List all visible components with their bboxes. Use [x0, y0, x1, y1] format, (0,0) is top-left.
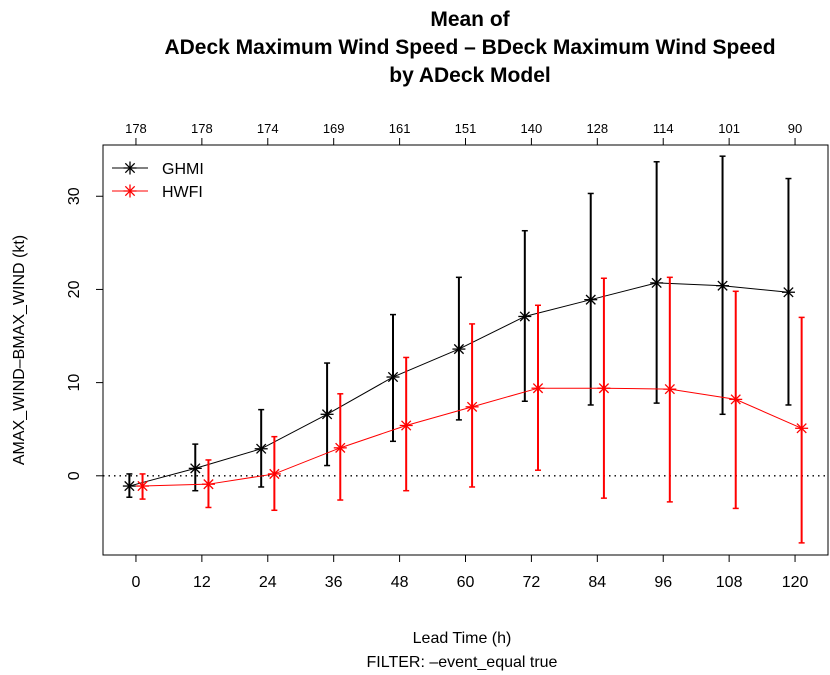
x-tick-label: 120: [782, 574, 809, 591]
count-label: 151: [455, 121, 477, 136]
x-tick-label: 72: [523, 574, 541, 591]
legend-star-hwfi: [123, 184, 137, 198]
legend-marker-ghmi: [123, 161, 137, 175]
count-label: 178: [191, 121, 213, 136]
y-axis: 0 10 20 30: [66, 187, 103, 480]
y-tick-label: 20: [66, 280, 83, 298]
x-tick-label: 36: [325, 574, 343, 591]
data-point-ghmi: [650, 276, 664, 290]
x-tick-label: 12: [193, 574, 211, 591]
count-label: 128: [586, 121, 608, 136]
count-labels: 178 178 174 169 161 151 140 128 114 101 90: [125, 121, 802, 145]
count-label: 178: [125, 121, 147, 136]
data-point-hwfi: [795, 421, 809, 435]
plot-frame: [102, 144, 829, 556]
count-label: 169: [323, 121, 345, 136]
y-tick-label: 0: [66, 471, 83, 480]
data-point-hwfi: [597, 381, 611, 395]
data-point-ghmi: [452, 342, 466, 356]
legend: GHMI HWFI: [112, 161, 204, 201]
x-tick-label: 24: [259, 574, 277, 591]
data-point-hwfi: [465, 400, 479, 414]
chart-title-line-3: by ADeck Model: [389, 64, 550, 87]
x-axis: 0 12 24 36 48 60 72 84 96 108 120: [132, 555, 809, 591]
data-point-ghmi: [320, 407, 334, 421]
data-point-hwfi: [333, 441, 347, 455]
x-tick-label: 84: [588, 574, 606, 591]
x-tick-label: 96: [654, 574, 672, 591]
series-hwfi: [136, 276, 809, 544]
data-point-ghmi: [386, 370, 400, 384]
x-tick-label: 108: [716, 574, 743, 591]
x-tick-label: 48: [391, 574, 409, 591]
x-axis-title: Lead Time (h): [413, 630, 512, 647]
count-label: 101: [718, 121, 740, 136]
count-label: 114: [653, 121, 674, 136]
data-point-hwfi: [531, 381, 545, 395]
legend-marker-hwfi: [123, 184, 137, 198]
count-label: 174: [257, 121, 279, 136]
y-tick-label: 10: [66, 374, 83, 392]
legend-label-hwfi: HWFI: [162, 184, 203, 201]
data-point-hwfi: [729, 392, 743, 406]
data-point-ghmi: [781, 285, 795, 299]
data-point-ghmi: [716, 279, 730, 293]
data-point-ghmi: [188, 461, 202, 475]
data-point-ghmi: [122, 479, 136, 493]
data-point-hwfi: [663, 382, 677, 396]
data-point-hwfi: [201, 477, 215, 491]
filter-label: FILTER: –event_equal true: [367, 654, 558, 671]
legend-star-ghmi: [123, 161, 137, 175]
chart-title-line-1: Mean of: [430, 8, 510, 31]
data-point-ghmi: [254, 442, 268, 456]
x-tick-label: 0: [132, 574, 141, 591]
legend-label-ghmi: GHMI: [162, 161, 204, 178]
data-point-hwfi: [399, 418, 413, 432]
x-tick-label: 60: [457, 574, 475, 591]
count-label: 161: [389, 121, 411, 136]
chart-title-line-2: ADeck Maximum Wind Speed – BDeck Maximum…: [164, 36, 775, 59]
data-point-ghmi: [518, 309, 532, 323]
data-point-hwfi: [267, 467, 281, 481]
y-axis-title: AMAX_WIND–BMAX_WIND (kt): [11, 235, 28, 465]
series-ghmi: [122, 155, 795, 498]
y-tick-label: 30: [66, 187, 83, 205]
data-point-hwfi: [136, 479, 150, 493]
count-label: 140: [521, 121, 543, 136]
series-group: [122, 155, 809, 544]
count-label: 90: [788, 121, 802, 136]
data-point-ghmi: [584, 293, 598, 307]
